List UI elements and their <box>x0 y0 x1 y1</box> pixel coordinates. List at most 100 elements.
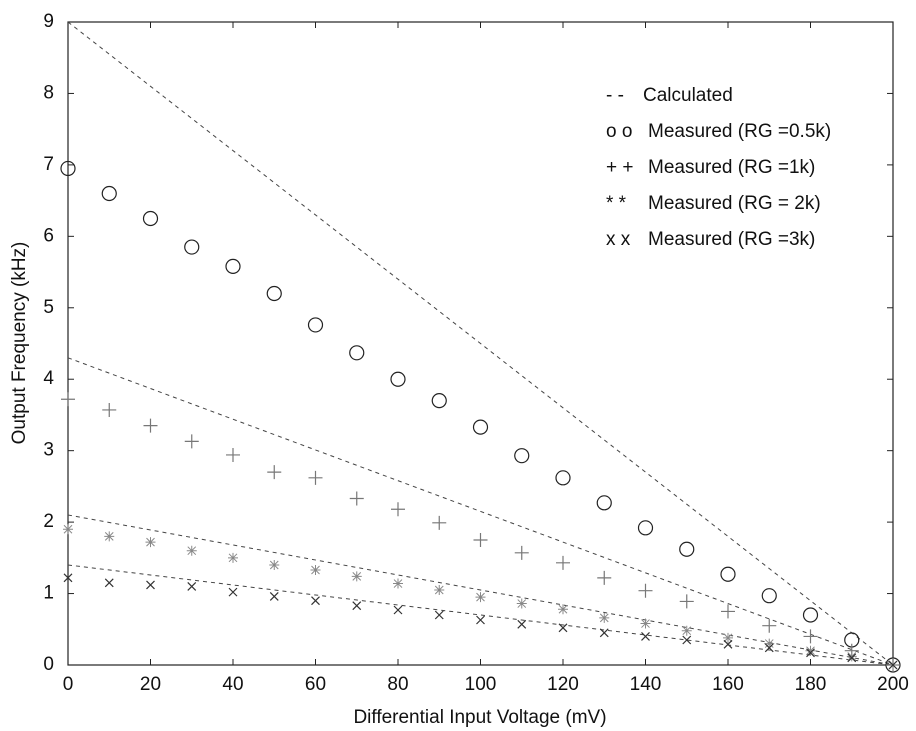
point <box>225 258 241 274</box>
point <box>514 545 529 560</box>
x-tick-label: 60 <box>305 674 326 695</box>
legend-symbol: x x <box>606 229 631 250</box>
series-points <box>61 392 900 672</box>
point <box>146 580 155 590</box>
point <box>310 564 321 575</box>
point <box>599 612 610 623</box>
point <box>352 601 362 611</box>
y-tick-label: 3 <box>43 440 54 461</box>
point <box>555 470 571 486</box>
x-tick-label: 40 <box>222 674 243 695</box>
point <box>267 465 282 480</box>
point <box>102 402 117 417</box>
point <box>641 631 650 641</box>
point <box>63 524 73 535</box>
point <box>390 371 406 387</box>
point <box>104 578 114 588</box>
point <box>186 545 197 556</box>
point <box>475 592 486 603</box>
point <box>143 418 158 433</box>
y-tick-label: 6 <box>43 225 54 246</box>
x-axis-label: Differential Input Voltage (mV) <box>353 707 606 728</box>
y-tick-label: 1 <box>43 583 54 604</box>
point <box>228 587 238 597</box>
point <box>681 625 692 636</box>
legend-label: Measured (RG =3k) <box>648 229 815 250</box>
point <box>516 598 527 609</box>
point <box>682 635 692 645</box>
x-tick-label: 20 <box>140 674 161 695</box>
point <box>269 559 280 570</box>
y-tick-label: 4 <box>43 368 54 389</box>
point <box>558 623 568 633</box>
point <box>434 610 444 620</box>
point <box>307 317 324 333</box>
legend-symbol: + + <box>606 157 633 178</box>
point <box>721 604 735 619</box>
point <box>476 615 485 625</box>
point <box>637 520 654 536</box>
point <box>226 447 240 462</box>
point <box>269 591 279 601</box>
point <box>802 607 819 623</box>
y-tick-label: 2 <box>43 511 54 532</box>
y-tick-label: 8 <box>43 82 54 103</box>
point <box>596 495 612 511</box>
point <box>63 573 73 583</box>
point <box>597 570 612 585</box>
x-tick-label: 160 <box>712 674 744 695</box>
legend-symbol: o o <box>606 121 632 142</box>
point <box>101 185 117 202</box>
point <box>60 160 76 177</box>
point <box>556 555 570 570</box>
point <box>266 285 282 302</box>
point <box>434 584 445 595</box>
point <box>187 581 197 591</box>
point <box>847 653 857 663</box>
legend-label: Calculated <box>643 85 733 106</box>
x-tick-label: 80 <box>387 674 408 695</box>
y-tick-label: 5 <box>43 297 54 318</box>
point <box>145 537 156 548</box>
point <box>846 651 857 662</box>
point <box>184 239 200 255</box>
series-points <box>63 573 898 670</box>
point <box>679 594 694 609</box>
point <box>393 578 403 589</box>
point <box>723 639 733 649</box>
point <box>638 583 653 598</box>
point <box>184 434 199 449</box>
point <box>558 604 568 615</box>
point <box>599 628 609 638</box>
x-tick-label: 140 <box>630 674 662 695</box>
legend-symbol: - - <box>606 85 624 106</box>
point <box>514 448 530 464</box>
legend-label: Measured (RG =0.5k) <box>648 121 831 142</box>
point <box>351 571 362 582</box>
point <box>679 541 695 557</box>
point <box>806 648 815 658</box>
point <box>640 618 651 629</box>
point <box>104 531 115 542</box>
legend-label: Measured (RG =1k) <box>648 157 815 178</box>
point <box>61 392 75 407</box>
x-tick-label: 120 <box>547 674 579 695</box>
point <box>311 596 320 606</box>
y-tick-label: 7 <box>43 154 54 175</box>
point <box>762 618 777 633</box>
point <box>228 552 238 563</box>
y-tick-label: 0 <box>43 654 54 675</box>
x-tick-label: 180 <box>795 674 827 695</box>
point <box>720 566 736 582</box>
point <box>472 419 489 435</box>
point <box>349 345 365 361</box>
point <box>761 588 777 604</box>
point <box>308 470 323 485</box>
point <box>764 638 775 649</box>
x-tick-label: 0 <box>63 674 74 695</box>
point <box>431 393 447 409</box>
point <box>349 491 364 506</box>
calculated-line <box>67 21 894 666</box>
y-axis-label: Output Frequency (kHz) <box>9 242 30 445</box>
